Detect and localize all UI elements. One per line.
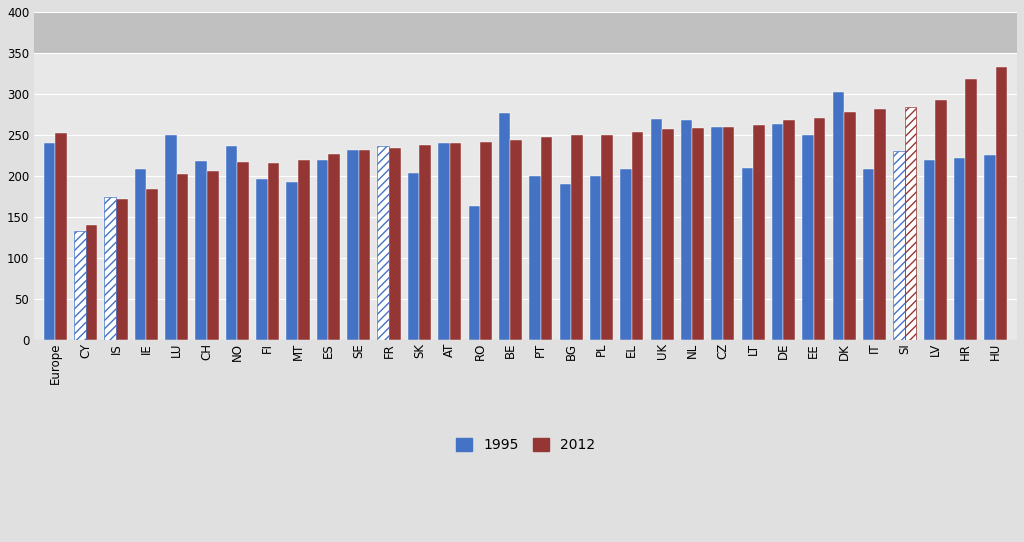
Bar [632,132,643,340]
Bar [833,92,844,340]
Bar [450,143,461,340]
Bar [590,176,601,340]
Bar [329,154,340,340]
Bar [966,79,977,340]
Bar [104,197,116,340]
Bar [893,151,905,340]
Bar [935,100,946,340]
Bar [601,135,613,340]
Bar [469,207,480,340]
Bar [863,170,874,340]
Bar [741,168,753,340]
Bar [438,143,450,340]
Bar [116,199,128,340]
Bar [420,145,431,340]
Bar [650,119,663,340]
Bar [541,138,552,340]
Legend: 1995, 2012: 1995, 2012 [450,433,601,458]
Bar [104,197,116,340]
Bar [74,231,86,340]
Bar [34,12,1017,53]
Bar [529,176,541,340]
Bar [207,171,218,340]
Bar [663,129,674,340]
Bar [165,135,177,340]
Bar [146,189,158,340]
Bar [74,231,86,340]
Bar [905,107,916,340]
Bar [712,127,723,340]
Bar [905,107,916,340]
Bar [984,156,995,340]
Bar [196,161,207,340]
Bar [753,125,765,340]
Bar [510,140,522,340]
Bar [408,173,420,340]
Bar [316,159,329,340]
Bar [267,163,280,340]
Bar [783,120,795,340]
Bar [389,148,400,340]
Bar [499,113,510,340]
Bar [378,146,389,340]
Bar [480,141,492,340]
Bar [559,184,571,340]
Bar [893,151,905,340]
Bar [177,175,188,340]
Bar [226,146,238,340]
Bar [44,143,55,340]
Bar [298,159,309,340]
Bar [874,109,886,340]
Bar [86,225,97,340]
Bar [681,120,692,340]
Bar [55,133,67,340]
Bar [358,150,371,340]
Bar [256,179,267,340]
Bar [844,112,856,340]
Bar [692,128,703,340]
Bar [287,182,298,340]
Bar [571,135,583,340]
Bar [995,67,1008,340]
Bar [954,158,966,340]
Bar [723,127,734,340]
Bar [378,146,389,340]
Bar [802,135,814,340]
Bar [814,118,825,340]
Bar [347,150,358,340]
Bar [621,170,632,340]
Bar [924,159,935,340]
Bar [772,124,783,340]
Bar [238,162,249,340]
Bar [135,170,146,340]
